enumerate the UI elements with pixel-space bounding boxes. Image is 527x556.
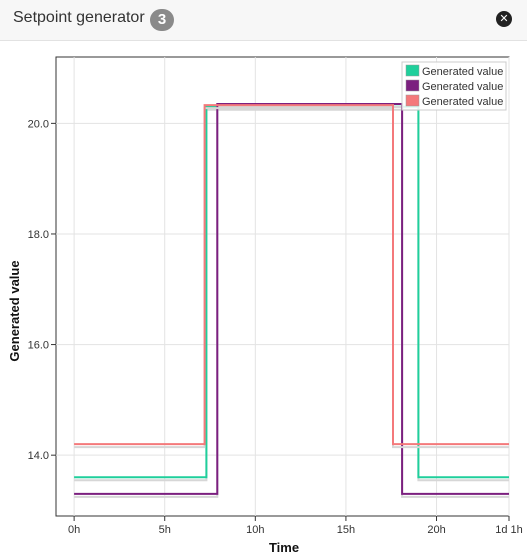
y-axis-ticks: 14.0 16.0 18.0 20.0 xyxy=(28,118,56,462)
y-tick-label: 16.0 xyxy=(28,340,49,352)
window-title: Setpoint generator xyxy=(13,9,145,26)
legend-swatch xyxy=(405,94,420,107)
x-tick-label: 20h xyxy=(427,524,445,536)
x-axis-label: Time xyxy=(269,540,299,555)
legend-label: Generated value xyxy=(422,96,503,108)
x-axis-ticks: 0h 5h 10h 15h 20h 1d 1h xyxy=(68,516,523,536)
legend-swatch xyxy=(405,79,420,92)
x-tick-label: 5h xyxy=(159,524,171,536)
series-line-2 xyxy=(74,103,509,495)
close-icon[interactable]: ✕ xyxy=(496,11,512,27)
x-tick-label: 15h xyxy=(337,524,355,536)
window-header: Setpoint generator 3 ✕ xyxy=(0,0,527,41)
series-shadow-1 xyxy=(74,108,509,482)
legend-swatch xyxy=(405,64,420,77)
count-badge: 3 xyxy=(150,9,174,31)
x-tick-label: 1d 1h xyxy=(495,524,523,536)
series-shadow-3 xyxy=(74,107,509,449)
legend: Generated value Generated value Generated … xyxy=(401,61,507,111)
series-shadow-2 xyxy=(74,106,509,498)
y-axis-label: Generated value xyxy=(7,260,22,361)
legend-label: Generated value xyxy=(422,81,503,93)
plot-area xyxy=(55,56,510,517)
legend-box xyxy=(401,61,507,111)
grid-lines xyxy=(56,57,510,516)
y-tick-label: 14.0 xyxy=(28,450,49,462)
y-tick-label: 20.0 xyxy=(28,118,49,130)
legend-label: Generated value xyxy=(422,66,503,78)
series-group xyxy=(74,103,509,498)
generated-value-chart: 0h 5h 10h 15h 20h 1d 1h 14.0 16.0 18.0 20.0 Time… xyxy=(7,56,523,555)
y-tick-label: 18.0 xyxy=(28,229,49,241)
x-tick-label: 10h xyxy=(246,524,264,536)
series-line-3 xyxy=(74,104,509,446)
x-tick-label: 0h xyxy=(68,524,80,536)
